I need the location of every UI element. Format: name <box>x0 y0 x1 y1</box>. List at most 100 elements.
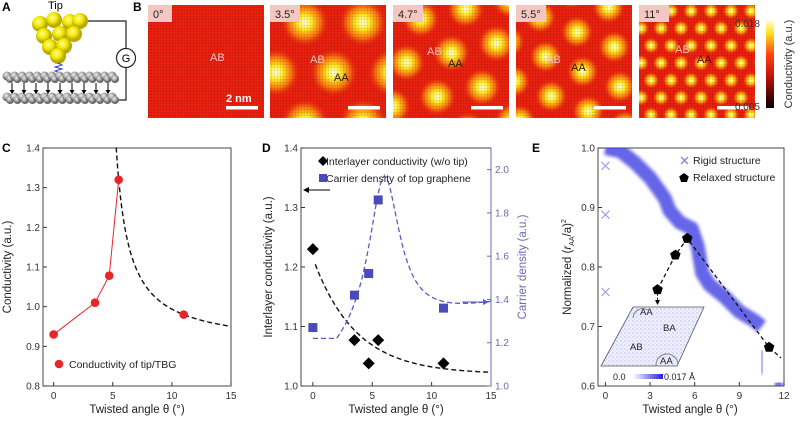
spring-icon <box>53 62 64 74</box>
data-point <box>49 330 58 339</box>
y2-tick-label: 1.0 <box>495 382 509 393</box>
legend-marker-square <box>319 174 327 182</box>
data-point-diamond <box>372 334 385 347</box>
panel-label-a: A <box>2 0 11 14</box>
legend-label: Carrier density of top graphene <box>326 173 471 185</box>
inset-region-label: AA <box>660 356 673 367</box>
rigid-structure-band <box>604 148 767 332</box>
y-tick-label: 0.9 <box>26 342 40 353</box>
panel-label-e: E <box>532 141 540 155</box>
data-point-x <box>601 287 610 297</box>
inset-region-label: AB <box>630 342 643 353</box>
y2-tick-label: 1.8 <box>495 208 509 219</box>
legend-label: Conductivity of tip/TBG <box>69 359 176 371</box>
tip-atom <box>50 48 66 64</box>
data-point-diamond <box>437 357 450 370</box>
data-point-diamond <box>306 243 319 256</box>
scale-bar <box>471 106 503 110</box>
atomic-lattice <box>639 5 755 118</box>
x-tick-label: 6 <box>692 391 698 402</box>
arrow-left-icon <box>303 187 309 193</box>
series-line <box>53 179 120 335</box>
bottom-layer-atom <box>111 96 119 104</box>
y-tick-label: 1.2 <box>26 223 40 234</box>
legend-marker-x <box>680 156 689 165</box>
site-label-ab: AB <box>210 52 225 64</box>
arrow-head <box>69 90 75 94</box>
angle-badge <box>516 5 546 22</box>
legend-label: Rigid structure <box>693 155 761 167</box>
legend-marker-diamond <box>318 156 328 166</box>
top-layer-atom <box>111 75 119 83</box>
site-label-aa: AA <box>697 54 712 66</box>
arrow-head <box>33 90 39 94</box>
angle-label: 3.5° <box>275 9 295 21</box>
legend-label: Relaxed structure <box>693 172 775 184</box>
moire-map-2: 4.7° AB AA <box>393 5 509 118</box>
panel-label-c: C <box>2 141 11 155</box>
angle-badge <box>639 5 669 22</box>
site-label-ab: AB <box>546 54 561 66</box>
moire-map-3: 5.5° AB AA <box>516 5 632 118</box>
angle-badge <box>270 5 300 22</box>
legend-marker-pentagon <box>679 173 689 182</box>
panel-b-maps: B 0° AB 2 nm 3.5° AB AA 4.7° AB AA 5.5° AB AA 11° AB AA… <box>133 0 795 118</box>
atomic-lattice <box>516 5 632 118</box>
y-tick-label: 1.1 <box>284 322 298 333</box>
arrow-head <box>105 90 111 94</box>
arrow-head <box>9 90 15 94</box>
rigid-structure-band <box>773 379 784 386</box>
tip-atom <box>46 12 62 28</box>
y2-tick-label: 2.0 <box>495 165 509 176</box>
tip-atom <box>66 26 82 42</box>
y-tick-label: 1.3 <box>284 203 298 214</box>
data-point-square <box>439 303 448 313</box>
data-point-diamond <box>362 357 375 370</box>
angle-label: 0° <box>153 9 164 21</box>
circuit-wire <box>84 20 127 48</box>
colorbar <box>766 20 774 108</box>
data-point-diamond <box>348 334 361 347</box>
x-tick-label: 0 <box>310 391 316 402</box>
plot-frame <box>42 147 232 387</box>
inset-colorbar-min: 0.0 <box>613 372 626 382</box>
y2-tick-label: 1.6 <box>495 252 509 263</box>
inset-colorbar-max: 0.017 Å <box>664 372 695 382</box>
angle-badge <box>148 5 172 22</box>
site-label-ab: AB <box>675 44 690 56</box>
chart-c: C 0 5 10 15 0.8 0.9 1.0 1.1 1.2 1.3 1.4 Twisted angl… <box>2 141 237 416</box>
legend-label: Interlayer conductivity (w/o tip) <box>326 156 468 168</box>
angle-label: 11° <box>644 9 660 21</box>
x-tick-label: 15 <box>225 391 237 402</box>
y-tick-label: 0.9 <box>581 203 595 214</box>
data-point-pentagon <box>670 249 681 260</box>
scale-bar <box>594 106 626 110</box>
panel-label-b: B <box>133 0 142 14</box>
ylabel-mid: /a) <box>562 223 574 237</box>
site-label-aa: AA <box>571 62 586 74</box>
ylabel-sup: 2 <box>561 219 568 223</box>
arrow-down-icon <box>655 300 661 305</box>
inset-region-label: BA <box>663 323 676 334</box>
data-point-pentagon <box>682 232 693 243</box>
y-tick-label: 1.1 <box>26 263 40 274</box>
y-tick-label: 1.0 <box>284 382 298 393</box>
x-tick-label: 9 <box>737 391 743 402</box>
scale-bar <box>348 106 380 110</box>
aa-region-arc <box>655 353 679 367</box>
site-label-aa: AA <box>448 58 463 70</box>
arrow-head <box>21 90 27 94</box>
tip-label: Tip <box>48 0 63 12</box>
meter-label: G <box>122 53 131 65</box>
data-point-square <box>349 290 359 300</box>
y2-tick-label: 1.4 <box>495 295 509 306</box>
arrow-head <box>45 90 51 94</box>
x-tick-label: 12 <box>778 391 790 402</box>
x-tick-label: 5 <box>369 391 375 402</box>
data-point <box>114 175 123 185</box>
angle-badge <box>393 5 423 22</box>
colorbar-min-label: 0.005 <box>735 102 760 113</box>
inset-moire-cell: AA BA AB AA 0.0 0.017 Å <box>600 306 705 382</box>
data-point-x <box>601 161 610 171</box>
